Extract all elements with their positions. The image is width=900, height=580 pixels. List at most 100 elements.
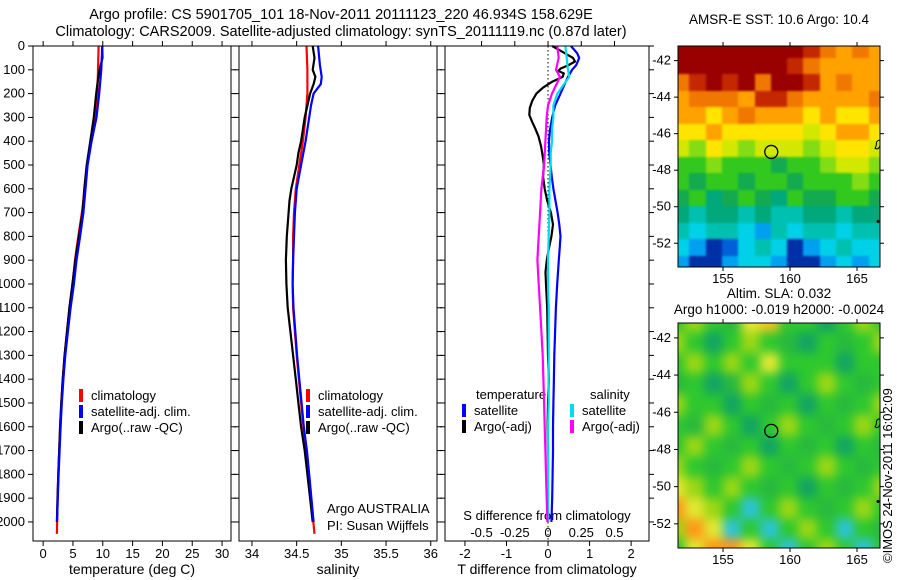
- x-tick-label: 5: [69, 546, 76, 561]
- map-cell: [738, 123, 755, 140]
- map-cell: [779, 518, 798, 540]
- map-cell: [760, 373, 779, 394]
- map-cell: [760, 456, 779, 477]
- map-cell: [854, 497, 874, 519]
- map-cell: [836, 74, 853, 91]
- map-cell: [705, 239, 722, 256]
- depth-tick-label: 1100: [0, 300, 25, 315]
- map-cell: [760, 394, 779, 415]
- climatology-line: [291, 45, 316, 535]
- map-cell: [754, 189, 771, 206]
- map-cell: [678, 435, 685, 457]
- legend-item: Argo(..raw -QC): [306, 421, 418, 434]
- legend-item: satellite-adj. clim.: [79, 405, 191, 418]
- map-cell: [787, 239, 804, 256]
- map-cell: [703, 373, 723, 394]
- map-cell: [803, 189, 820, 206]
- map-cell: [779, 497, 798, 519]
- map-cell: [760, 497, 779, 519]
- map-cell: [678, 539, 685, 548]
- map-cell: [770, 90, 788, 107]
- map-cell: [738, 173, 755, 190]
- map-cell: [868, 239, 880, 256]
- depth-tick-label: 600: [3, 181, 25, 196]
- map-cell: [819, 74, 837, 91]
- map-cell: [722, 323, 742, 332]
- map-cell: [689, 173, 706, 190]
- legend-color-bar: [306, 421, 310, 434]
- s-tick-label: -0.25: [500, 525, 530, 540]
- legend-label: satellite: [474, 403, 519, 418]
- figure-title-line2: Climatology: CARS2009. Satellite-adjuste…: [55, 24, 627, 40]
- lat-tick-label: -48: [652, 441, 671, 456]
- map-cell: [703, 539, 723, 548]
- map-cell: [797, 352, 817, 374]
- map-cell: [836, 173, 853, 190]
- map-cell: [689, 57, 706, 74]
- map-cell: [779, 331, 798, 353]
- map-cell: [770, 206, 788, 223]
- map-cell: [689, 74, 706, 91]
- map-cell: [703, 323, 723, 332]
- lat-tick-label: -50: [652, 479, 671, 494]
- map-cell: [803, 206, 820, 223]
- map-cell: [873, 414, 880, 436]
- map-cell: [705, 173, 722, 190]
- pi-note: PI: Susan Wijffels: [327, 518, 429, 533]
- map-cell: [787, 222, 804, 239]
- x-tick-label: 36: [424, 546, 438, 561]
- map-cell: [705, 90, 722, 107]
- map-cell: [678, 74, 690, 91]
- map-cell: [721, 239, 739, 256]
- map-cell: [816, 394, 836, 415]
- map-cell: [741, 435, 761, 457]
- map-cell: [835, 456, 855, 477]
- map-cell: [787, 189, 804, 206]
- map-cell: [678, 394, 685, 415]
- legend-label: Argo(..raw -QC): [91, 420, 183, 435]
- t-difference-axis-label: T difference from climatology: [457, 561, 637, 577]
- lat-tick-label: -48: [652, 162, 671, 177]
- map-cell: [854, 539, 874, 548]
- map-cell: [803, 173, 820, 190]
- map-cell: [705, 57, 722, 74]
- map-cell: [836, 255, 853, 267]
- map-cell: [819, 57, 837, 74]
- map-cell: [738, 90, 755, 107]
- map-cell: [868, 156, 880, 173]
- map-cell: [705, 222, 722, 239]
- map-cell: [722, 352, 742, 374]
- map-cell: [873, 331, 880, 353]
- map-cell: [779, 477, 798, 498]
- map-cell: [689, 239, 706, 256]
- temperature-panel-legend: climatology satellite-adj. clim. Argo(..ra…: [79, 389, 191, 437]
- map-cell: [678, 456, 685, 477]
- sla-map-title-line1: Altim. SLA: 0.032: [726, 286, 832, 301]
- map-cell: [689, 140, 706, 157]
- x-tick-label: 10: [96, 546, 110, 561]
- map-cell: [835, 373, 855, 394]
- map-cell: [816, 456, 836, 477]
- map-cell: [760, 477, 779, 498]
- map-cell: [835, 435, 855, 457]
- depth-tick-label: 1900: [0, 490, 25, 505]
- depth-tick-label: 300: [3, 109, 25, 124]
- map-cell: [741, 331, 761, 353]
- map-cell: [678, 206, 690, 223]
- map-cell: [770, 123, 788, 140]
- map-cell: [836, 189, 853, 206]
- map-cell: [787, 74, 804, 91]
- map-cell: [754, 255, 771, 267]
- map-cell: [835, 331, 855, 353]
- map-cell: [819, 255, 837, 267]
- map-cell: [703, 435, 723, 457]
- map-cell: [722, 456, 742, 477]
- map-cell: [689, 156, 706, 173]
- map-cell: [754, 173, 771, 190]
- argo-raw-line: [55, 45, 104, 523]
- map-cell: [684, 331, 704, 353]
- temperature-axis-label: temperature (deg C): [68, 561, 196, 577]
- map-cell: [836, 107, 853, 124]
- map-cell: [754, 46, 771, 58]
